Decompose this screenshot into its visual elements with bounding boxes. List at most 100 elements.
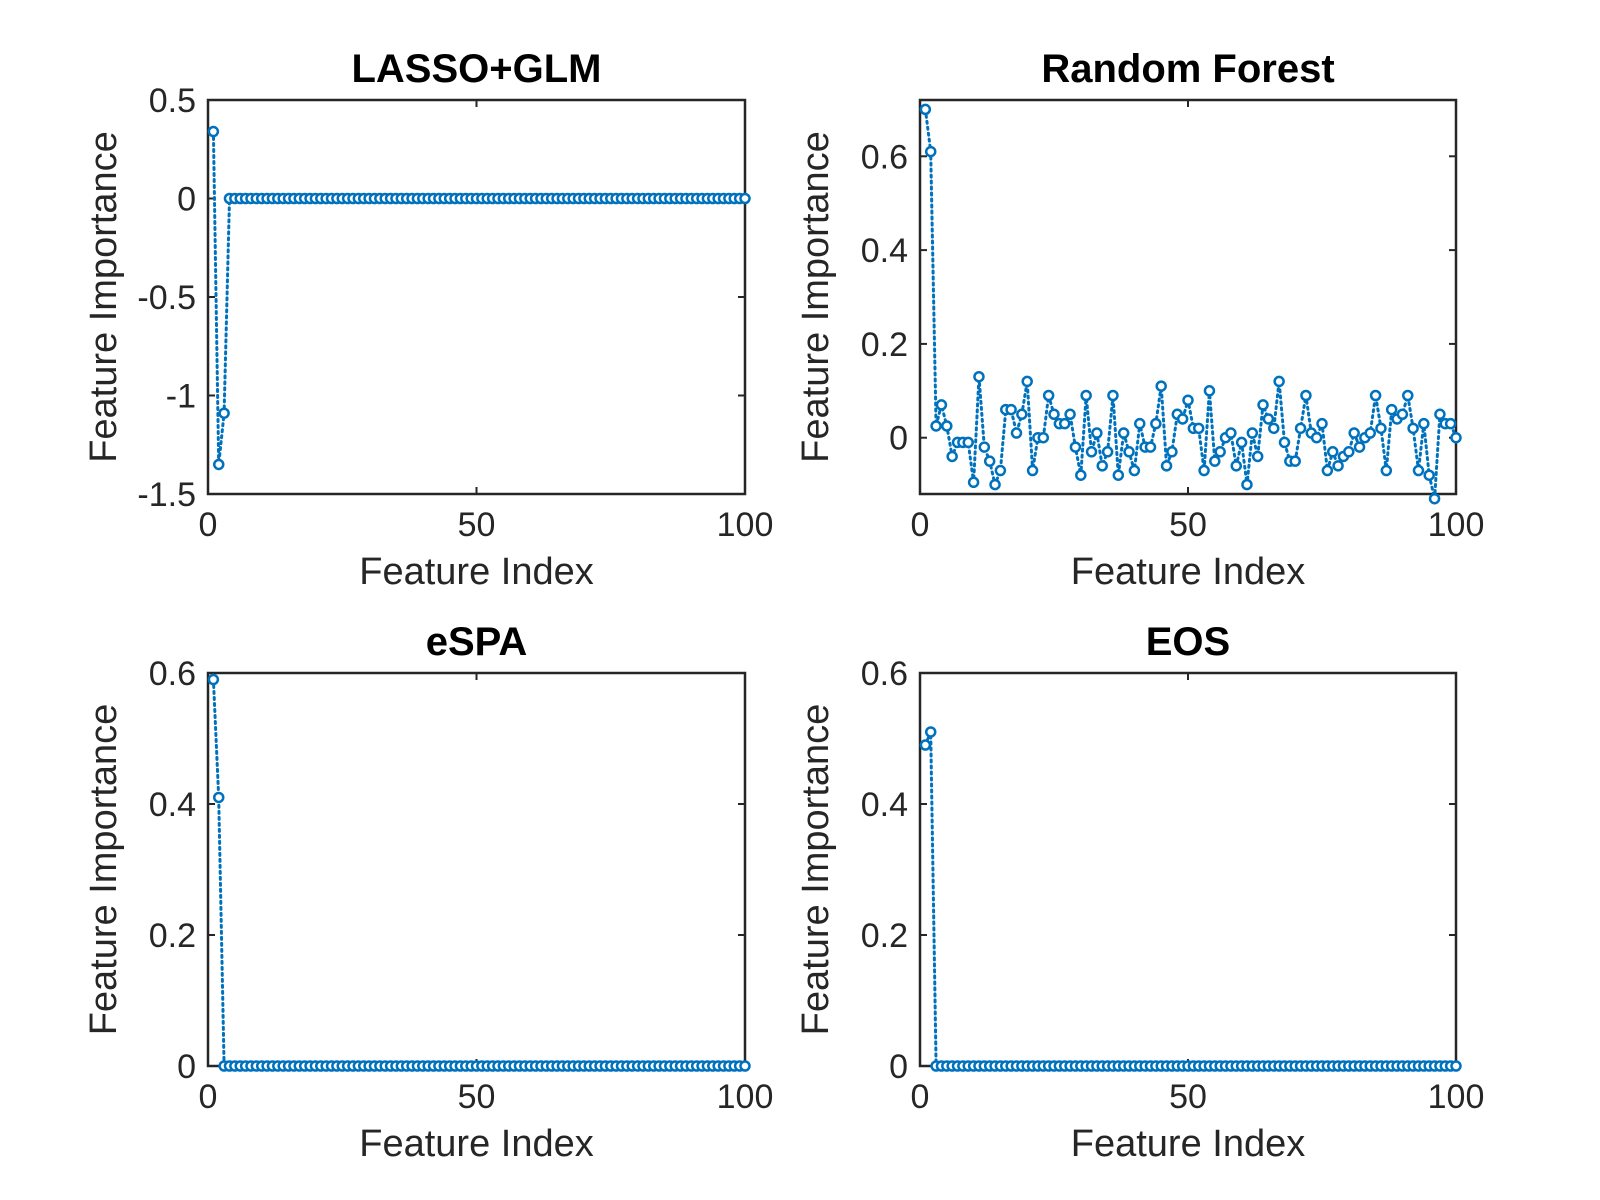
data-point	[1300, 389, 1312, 402]
y-tick-label: 0.4	[861, 786, 908, 824]
y-tick-label: -1.5	[137, 476, 196, 514]
data-point	[212, 458, 225, 471]
data-point	[919, 739, 932, 751]
data-point	[1402, 389, 1414, 402]
x-tick-label: 100	[1428, 1078, 1485, 1116]
data-point	[930, 420, 942, 432]
data-point	[967, 476, 980, 489]
subplot-3: eSPA 0 50 100 0 0.2 0.4 0.6 Feature Index Feature…	[83, 620, 773, 1165]
data-point	[1209, 455, 1221, 467]
x-tick-label: 50	[1169, 506, 1207, 544]
data-point	[1048, 408, 1060, 421]
data-point	[1230, 460, 1242, 472]
data-point	[1262, 413, 1275, 425]
y-tick-label: 0	[177, 181, 196, 219]
data-point	[1198, 464, 1210, 477]
data-point	[1343, 446, 1355, 458]
data-point	[1423, 469, 1435, 481]
data-point	[1418, 417, 1430, 430]
data-point	[1273, 375, 1285, 388]
x-tick-label: 100	[1428, 506, 1485, 544]
x-tick-label: 0	[911, 506, 930, 544]
data-point	[1407, 422, 1419, 435]
data-point	[1396, 408, 1409, 421]
data-point	[1450, 1060, 1462, 1072]
data-point	[1385, 403, 1398, 416]
data-point	[1026, 464, 1039, 477]
x-tick-label: 100	[717, 1078, 774, 1116]
data-point	[1021, 375, 1033, 388]
x-tick-label: 50	[458, 506, 496, 544]
y-tick-label: -0.5	[137, 279, 196, 317]
data-point	[941, 420, 953, 432]
data-point	[1150, 417, 1162, 430]
axes-box	[206, 671, 747, 1068]
y-tick-label: 0.5	[149, 82, 196, 120]
data-point	[1321, 464, 1334, 477]
x-axis-label: Feature Index	[1071, 551, 1305, 593]
subplot-title: eSPA	[426, 620, 528, 664]
data-point	[1166, 446, 1178, 458]
data-point	[1235, 436, 1248, 449]
data-point	[962, 436, 974, 449]
data-point	[1069, 441, 1082, 453]
data-point	[973, 370, 985, 383]
data-point	[1268, 422, 1280, 435]
data-point	[207, 125, 220, 138]
y-tick-label: 0	[889, 1048, 908, 1086]
y-tick-label: 0.4	[861, 232, 908, 270]
data-point	[983, 455, 996, 467]
y-tick-label: 0.2	[861, 326, 908, 364]
series-line	[211, 678, 747, 1068]
data-point	[1428, 492, 1441, 505]
x-tick-label: 0	[911, 1078, 930, 1116]
data-point	[1257, 399, 1269, 411]
data-point	[1375, 422, 1387, 435]
data-point	[1134, 417, 1146, 430]
data-point	[1214, 446, 1226, 458]
data-point	[1225, 427, 1237, 439]
data-point	[1096, 460, 1108, 472]
data-point	[1348, 427, 1360, 439]
subplot-title: EOS	[1146, 620, 1230, 664]
x-tick-label: 50	[1169, 1078, 1207, 1116]
data-point	[1005, 403, 1017, 416]
data-point	[1241, 478, 1253, 491]
data-point	[1364, 427, 1376, 439]
data-point	[1434, 408, 1446, 421]
y-tick-label: 0	[889, 420, 908, 458]
data-point	[1182, 394, 1194, 406]
y-tick-label: 0.6	[149, 655, 196, 693]
data-point	[207, 673, 220, 686]
x-tick-label: 100	[717, 506, 774, 544]
series-line	[211, 130, 747, 465]
y-tick-label: 0.2	[861, 917, 908, 955]
data-point	[1353, 441, 1366, 453]
data-point	[978, 441, 991, 453]
data-point	[1310, 431, 1323, 444]
axes-box	[206, 98, 747, 496]
data-point	[1128, 464, 1141, 477]
data-point	[1058, 417, 1071, 430]
data-point	[1444, 417, 1457, 430]
data-point	[1112, 469, 1125, 481]
y-axis-label: Feature Importance	[83, 131, 125, 463]
x-tick-label: 50	[458, 1078, 496, 1116]
data-point	[1155, 380, 1167, 392]
y-tick-label: 0.6	[861, 138, 908, 176]
data-point	[1192, 422, 1205, 435]
y-tick-label: -1	[166, 378, 196, 416]
subplot-title: Random Forest	[1041, 47, 1334, 91]
data-point	[1316, 417, 1328, 430]
series-line	[923, 731, 1458, 1068]
axes-box	[918, 671, 1458, 1068]
data-point	[919, 103, 932, 116]
data-point	[1042, 389, 1055, 402]
data-point	[1085, 446, 1098, 458]
data-point	[1123, 446, 1135, 458]
data-point	[1010, 427, 1023, 439]
series-line	[923, 107, 1458, 500]
x-tick-label: 0	[199, 1078, 218, 1116]
y-tick-label: 0	[177, 1048, 196, 1086]
data-point	[935, 399, 948, 411]
